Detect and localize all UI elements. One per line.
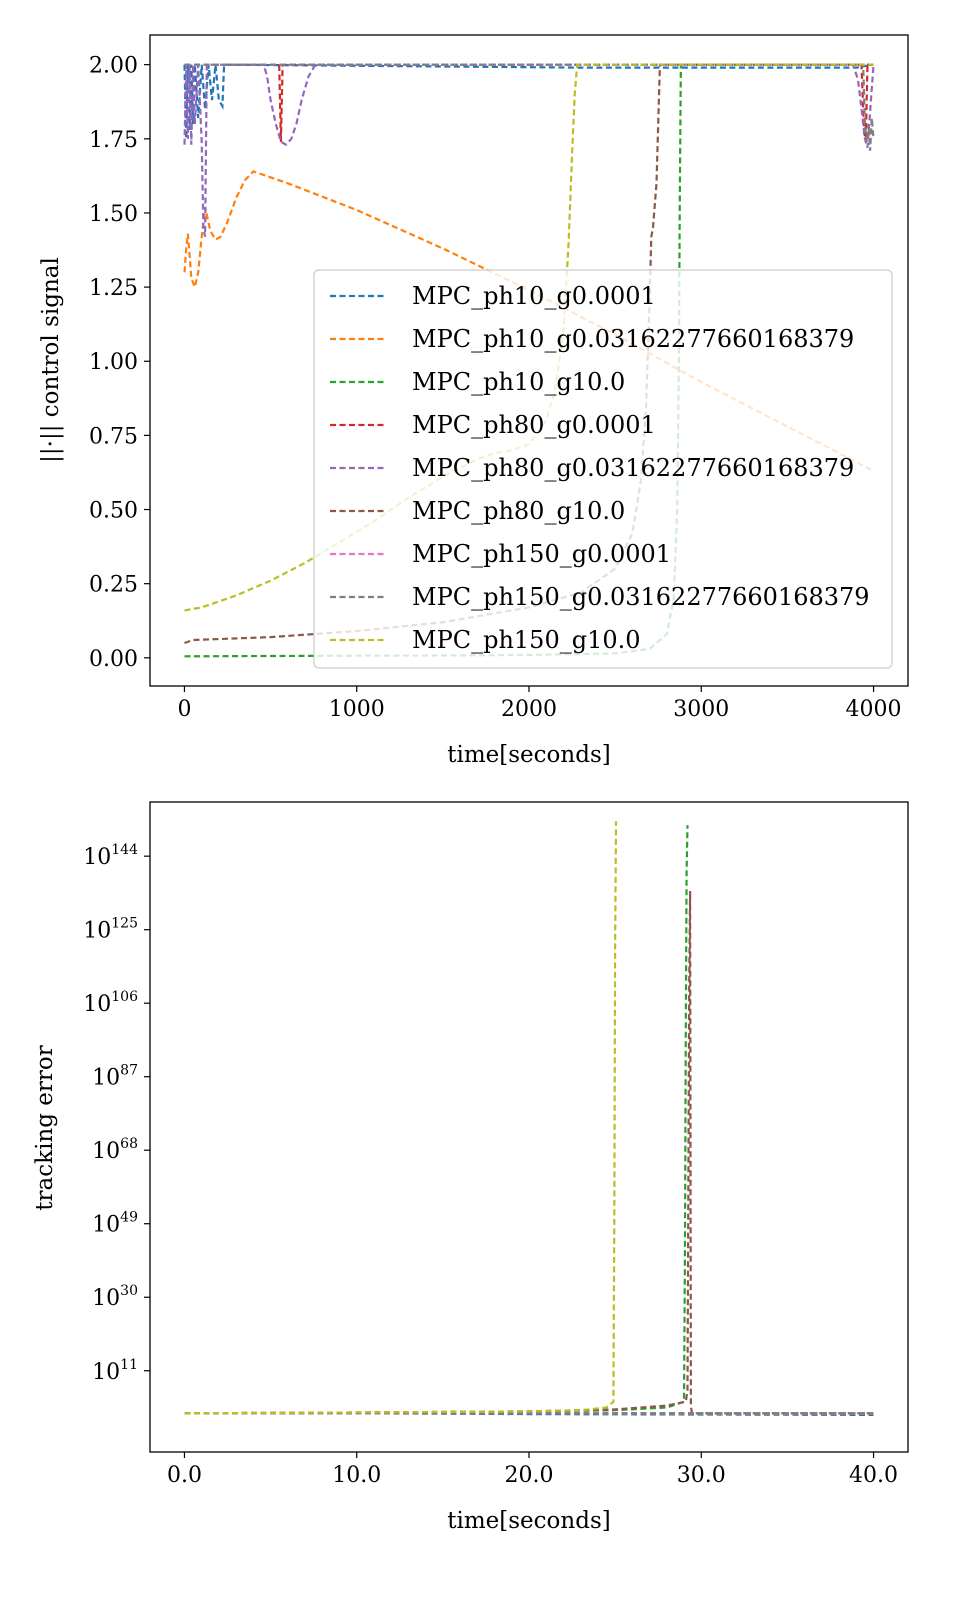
legend-label-mpc-ph150-g10-0: MPC_ph150_g10.0: [412, 626, 641, 654]
legend-label-mpc-ph10-g10-0: MPC_ph10_g10.0: [412, 368, 625, 396]
top-series-line-mpc-ph150-g10-0: [184, 63, 874, 612]
bottom-x-ticks: 0.0 10.0 20.0 30.0 40.0: [167, 1452, 898, 1488]
top-y-tick-label: 1.00: [89, 350, 138, 375]
top-series-line-mpc-ph80-g0-03162277660168379: [183, 63, 875, 237]
top-y-tick-label: 0.25: [89, 573, 138, 598]
top-y-axis-label: ||·|| control signal: [38, 257, 64, 463]
bottom-series-line-mpc-ph150-g10-0: [184, 821, 618, 1415]
top-x-tick-label: 1000: [329, 697, 385, 722]
top-y-tick-label: 1.25: [89, 276, 138, 301]
control-signal-chart: 0 1000 2000 3000 4000 0.00 0.25 0.50 0.75 1.00 1.…: [38, 34, 909, 768]
bottom-y-tick-label: 1049: [92, 1210, 138, 1238]
bottom-y-tick-label: 10106: [83, 989, 138, 1017]
bottom-y-tick-label: 10144: [83, 842, 138, 870]
bottom-x-tick-label: 10.0: [332, 1463, 381, 1488]
legend-label-mpc-ph150-g0-03162277660168379: MPC_ph150_g0.03162277660168379: [412, 583, 870, 611]
top-y-tick-label: 1.50: [89, 202, 138, 227]
legend: MPC_ph10_g0.0001 MPC_ph10_g0.031622776601…: [313, 269, 893, 669]
top-series-line-mpc-ph10-g0-0001: [183, 63, 874, 139]
top-y-tick-label: 1.75: [89, 128, 138, 153]
legend-box: [313, 269, 893, 669]
bottom-y-tick-label: 1030: [92, 1283, 138, 1311]
legend-label-mpc-ph80-g0-03162277660168379: MPC_ph80_g0.03162277660168379: [412, 454, 854, 482]
bottom-y-tick-label: 1087: [92, 1063, 138, 1091]
legend-label-mpc-ph10-g0-0001: MPC_ph10_g0.0001: [412, 282, 656, 310]
bottom-y-tick-label: 1068: [92, 1136, 138, 1164]
top-x-tick-label: 3000: [673, 697, 729, 722]
bottom-x-tick-label: 20.0: [505, 1463, 554, 1488]
top-y-ticks: 0.00 0.25 0.50 0.75 1.00 1.25 1.50 1.75 2.00: [89, 54, 150, 672]
top-x-tick-label: 4000: [846, 697, 902, 722]
bottom-y-tick-label: 10125: [83, 916, 138, 944]
bottom-y-ticks: 1011 1030 1049 1068 1087 10106 10125 10144: [83, 842, 150, 1385]
top-x-tick-label: 0: [177, 697, 191, 722]
top-y-tick-label: 2.00: [89, 54, 138, 79]
top-y-tick-label: 0.50: [89, 499, 138, 524]
bottom-y-tick-label: 1011: [92, 1357, 138, 1385]
bottom-x-tick-label: 40.0: [849, 1463, 898, 1488]
bottom-y-axis-label: tracking error: [32, 1045, 58, 1210]
legend-label-mpc-ph80-g0-0001: MPC_ph80_g0.0001: [412, 411, 656, 439]
bottom-x-tick-label: 0.0: [167, 1463, 202, 1488]
bottom-x-tick-label: 30.0: [677, 1463, 726, 1488]
legend-label-mpc-ph80-g10-0: MPC_ph80_g10.0: [412, 497, 625, 525]
bottom-series-lines: [184, 821, 874, 1417]
top-y-tick-label: 0.75: [89, 424, 138, 449]
top-series-line-mpc-ph150-g0-03162277660168379: [184, 63, 875, 151]
top-x-ticks: 0 1000 2000 3000 4000: [177, 686, 902, 722]
tracking-error-chart: 0.0 10.0 20.0 30.0 40.0 1011 1030 1049 1068 1087…: [32, 801, 909, 1534]
top-series-line-mpc-ph10-g0-03162277660168379: [183, 170, 875, 472]
top-x-axis-label: time[seconds]: [447, 742, 610, 768]
bottom-x-axis-label: time[seconds]: [447, 1508, 610, 1534]
top-x-tick-label: 2000: [501, 697, 557, 722]
top-y-tick-label: 0.00: [89, 647, 138, 672]
legend-label-mpc-ph10-g0-03162277660168379: MPC_ph10_g0.03162277660168379: [412, 325, 854, 353]
legend-label-mpc-ph150-g0-0001: MPC_ph150_g0.0001: [412, 540, 671, 568]
